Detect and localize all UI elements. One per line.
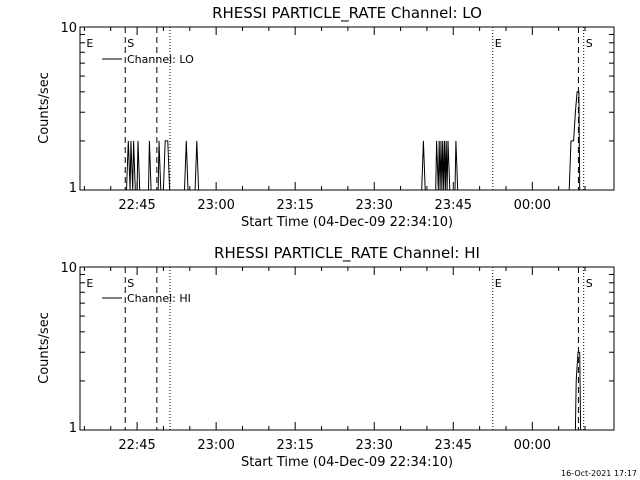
x-axis-label: Start Time (04-Dec-09 22:34:10) bbox=[241, 215, 453, 230]
legend: Channel: HI bbox=[102, 292, 191, 305]
y-axis-label: Counts/sec bbox=[37, 72, 52, 144]
x-tick-label: 23:30 bbox=[355, 438, 392, 453]
time-marker-label: E bbox=[86, 37, 93, 50]
y-tick-label: 1 bbox=[69, 421, 77, 436]
chart-title: RHESSI PARTICLE_RATE Channel: HI bbox=[214, 244, 480, 263]
chart-title: RHESSI PARTICLE_RATE Channel: LO bbox=[212, 4, 482, 23]
y-tick-label: 10 bbox=[60, 261, 77, 276]
x-axis-label: Start Time (04-Dec-09 22:34:10) bbox=[241, 455, 453, 470]
time-marker-label: E bbox=[495, 277, 502, 290]
series-line-hi bbox=[80, 351, 614, 431]
x-tick-label: 23:30 bbox=[355, 198, 392, 213]
x-tick-label: 00:00 bbox=[514, 198, 551, 213]
x-tick-label: 23:45 bbox=[435, 198, 472, 213]
minor-ticks bbox=[80, 27, 614, 190]
chart-panel-lo: RHESSI PARTICLE_RATE Channel: LO Counts/… bbox=[37, 4, 615, 230]
legend: Channel: LO bbox=[102, 53, 194, 66]
legend-label: Channel: HI bbox=[127, 292, 191, 305]
y-tick-label: 10 bbox=[60, 21, 77, 36]
time-marker-label: S bbox=[127, 277, 134, 290]
time-marker-label: S bbox=[127, 37, 134, 50]
x-tick-label: 22:45 bbox=[118, 198, 155, 213]
x-tick-label: 23:45 bbox=[435, 438, 472, 453]
x-ticks: 22:45 23:00 23:15 23:30 23:45 00:00 bbox=[118, 27, 551, 213]
x-tick-label: 23:00 bbox=[197, 198, 234, 213]
y-tick-label: 1 bbox=[69, 181, 77, 196]
time-marker-label: E bbox=[495, 37, 502, 50]
series-line-lo bbox=[80, 91, 614, 191]
footer-timestamp: 16-Oct-2021 17:17 bbox=[561, 469, 637, 478]
x-tick-label: 23:00 bbox=[197, 438, 234, 453]
y-axis-label: Counts/sec bbox=[37, 312, 52, 384]
x-tick-label: 23:15 bbox=[276, 198, 313, 213]
x-tick-label: 22:45 bbox=[118, 438, 155, 453]
x-tick-label: 23:15 bbox=[276, 438, 313, 453]
time-marker-label: S bbox=[586, 277, 593, 290]
time-marker-label: E bbox=[86, 277, 93, 290]
x-ticks: 22:45 23:00 23:15 23:30 23:45 00:00 bbox=[118, 267, 551, 453]
legend-label: Channel: LO bbox=[127, 53, 194, 66]
minor-ticks bbox=[80, 267, 614, 430]
x-tick-label: 00:00 bbox=[514, 438, 551, 453]
time-marker-label: S bbox=[586, 37, 593, 50]
chart-panel-hi: RHESSI PARTICLE_RATE Channel: HI Counts/… bbox=[37, 244, 615, 470]
